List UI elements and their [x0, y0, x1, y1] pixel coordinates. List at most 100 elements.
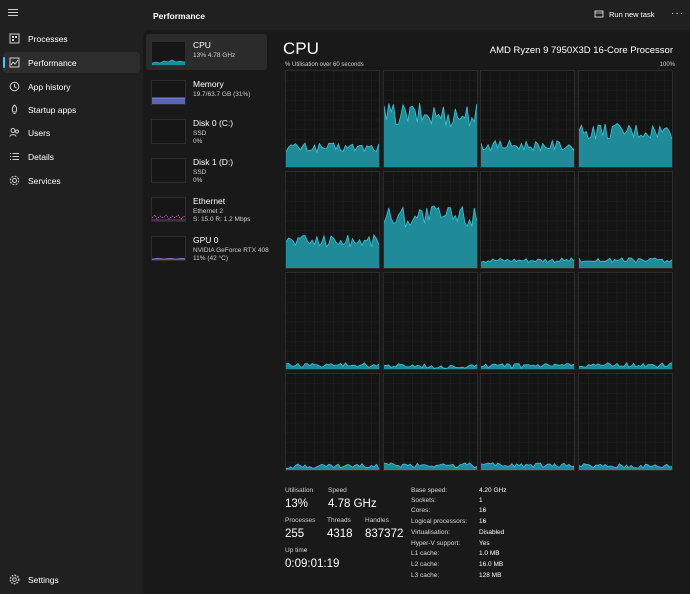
spec-label: Base speed:: [411, 487, 448, 494]
core-utilisation-line: [481, 363, 574, 369]
spec-value: 16: [479, 507, 487, 514]
core-utilisation-line: [578, 122, 672, 140]
spec-label: Logical processors:: [411, 518, 467, 525]
core-graph: [577, 70, 673, 168]
header: Performance Run new task ···: [143, 0, 690, 30]
utilisation-value: 13%: [285, 498, 309, 510]
memory-thumbnail: [151, 80, 186, 105]
run-new-task-label: Run new task: [609, 9, 655, 19]
core-utilisation-area: [578, 362, 672, 369]
details-icon: [10, 153, 19, 160]
spec-value: Disabled: [479, 529, 505, 536]
nav-label: Services: [28, 176, 61, 186]
spec-label: L3 cache:: [411, 572, 440, 579]
resource-gpu-0[interactable]: GPU 0 NVIDIA GeForce RTX 408 11% (42 °C): [146, 229, 269, 265]
core-utilisation-area: [286, 143, 379, 167]
resource-detail: 19.7/63.7 GB (31%): [193, 91, 251, 98]
processes-value: 255: [285, 528, 305, 540]
core-utilisation-area: [481, 363, 574, 369]
uptime-value: 0:09:01:19: [285, 558, 340, 570]
services-icon: [9, 175, 20, 186]
core-utilisation-line: [578, 362, 672, 369]
spec-label: L2 cache:: [411, 561, 440, 568]
active-indicator: [3, 57, 5, 68]
cpu-thumbnail: [151, 41, 186, 66]
spec-label: Sockets:: [411, 497, 436, 504]
nav-item-users[interactable]: Users: [3, 122, 140, 143]
nav-label: Performance: [28, 58, 77, 68]
handles-value: 837372: [365, 528, 404, 540]
utilisation-axis-label: % Utilisation over 60 seconds: [285, 62, 364, 68]
resource-detail: SSD 0%: [193, 130, 207, 145]
core-utilisation-line: [481, 139, 574, 152]
spec-value: 1.0 MB: [479, 550, 500, 557]
startup-icon: [11, 104, 18, 114]
content-area: CPU 13% 4.78 GHz Memory 19.7/63.7 GB (31…: [143, 30, 690, 594]
spec-value: 16: [479, 518, 487, 525]
spec-value: 16.0 MB: [479, 561, 504, 568]
spec-value: 1: [479, 497, 483, 504]
run-new-task-button[interactable]: Run new task: [594, 9, 654, 19]
core-utilisation-area: [578, 257, 672, 268]
resource-name: Disk 1 (D:): [193, 157, 234, 167]
nav-label: Startup apps: [28, 105, 77, 115]
core-graph: [285, 272, 380, 370]
nav-item-settings[interactable]: Settings: [3, 569, 140, 590]
processes-label: Processes: [285, 517, 316, 524]
core-utilisation-line: [286, 463, 379, 469]
page-title: Performance: [153, 11, 205, 21]
history-icon: [9, 81, 20, 92]
threads-label: Threads: [327, 517, 351, 524]
core-graph: [382, 272, 478, 370]
core-utilisation-area: [578, 463, 672, 470]
core-utilisation-line: [481, 257, 574, 264]
handles-label: Handles: [365, 517, 389, 524]
nav-item-startup-apps[interactable]: Startup apps: [3, 99, 140, 120]
core-utilisation-line: [383, 363, 477, 369]
core-utilisation-area: [481, 462, 574, 470]
resource-detail: Ethernet 2 S: 15.0 R: 1.2 Mbps: [193, 208, 251, 223]
resource-disk-0[interactable]: Disk 0 (C:) SSD 0%: [146, 112, 267, 148]
resource-disk-1[interactable]: Disk 1 (D:) SSD 0%: [146, 151, 267, 187]
nav-item-app-history[interactable]: App history: [3, 76, 140, 97]
nav-label: App history: [28, 82, 71, 92]
core-utilisation-line: [286, 234, 379, 248]
core-graph: [577, 272, 673, 370]
core-utilisation-line: [286, 142, 379, 154]
spec-value: Yes: [479, 540, 490, 547]
core-utilisation-area: [286, 362, 379, 369]
core-utilisation-line: [578, 257, 672, 264]
more-options-button[interactable]: ···: [671, 8, 684, 19]
core-graph: [382, 171, 478, 269]
cpu-model: AMD Ryzen 9 7950X3D 16-Core Processor: [489, 45, 673, 56]
core-graph: [577, 171, 673, 269]
core-utilisation-line: [383, 205, 477, 228]
resource-memory[interactable]: Memory 19.7/63.7 GB (31%): [146, 73, 267, 109]
nav-item-performance[interactable]: Performance: [3, 52, 140, 73]
processes-icon: [9, 33, 20, 44]
core-utilisation-area: [481, 140, 574, 167]
nav-item-processes[interactable]: Processes: [3, 28, 140, 49]
core-utilisation-area: [383, 363, 477, 369]
disk0-thumbnail: [151, 119, 186, 144]
resource-ethernet[interactable]: Ethernet Ethernet 2 S: 15.0 R: 1.2 Mbps: [146, 190, 267, 226]
nav-label: Processes: [28, 34, 68, 44]
nav-item-services[interactable]: Services: [3, 170, 140, 191]
core-graph: [285, 70, 380, 168]
resource-name: Memory: [193, 79, 224, 89]
users-icon: [9, 128, 19, 137]
spec-value: 4.20 GHz: [479, 487, 507, 494]
nav-item-details[interactable]: Details: [3, 146, 140, 167]
resource-cpu[interactable]: CPU 13% 4.78 GHz: [146, 34, 267, 70]
core-utilisation-line: [383, 462, 477, 468]
core-graph: [480, 70, 575, 168]
utilisation-max-label: 100%: [659, 62, 675, 68]
core-graph: [577, 373, 673, 471]
gpu-thumbnail: [151, 236, 186, 261]
core-utilisation-area: [383, 205, 477, 268]
core-graph: [285, 373, 380, 471]
hamburger-menu-icon[interactable]: [8, 7, 22, 19]
utilisation-label: Utilisation: [285, 487, 314, 494]
resource-detail: SSD 0%: [193, 169, 207, 184]
uptime-label: Up time: [285, 547, 308, 554]
